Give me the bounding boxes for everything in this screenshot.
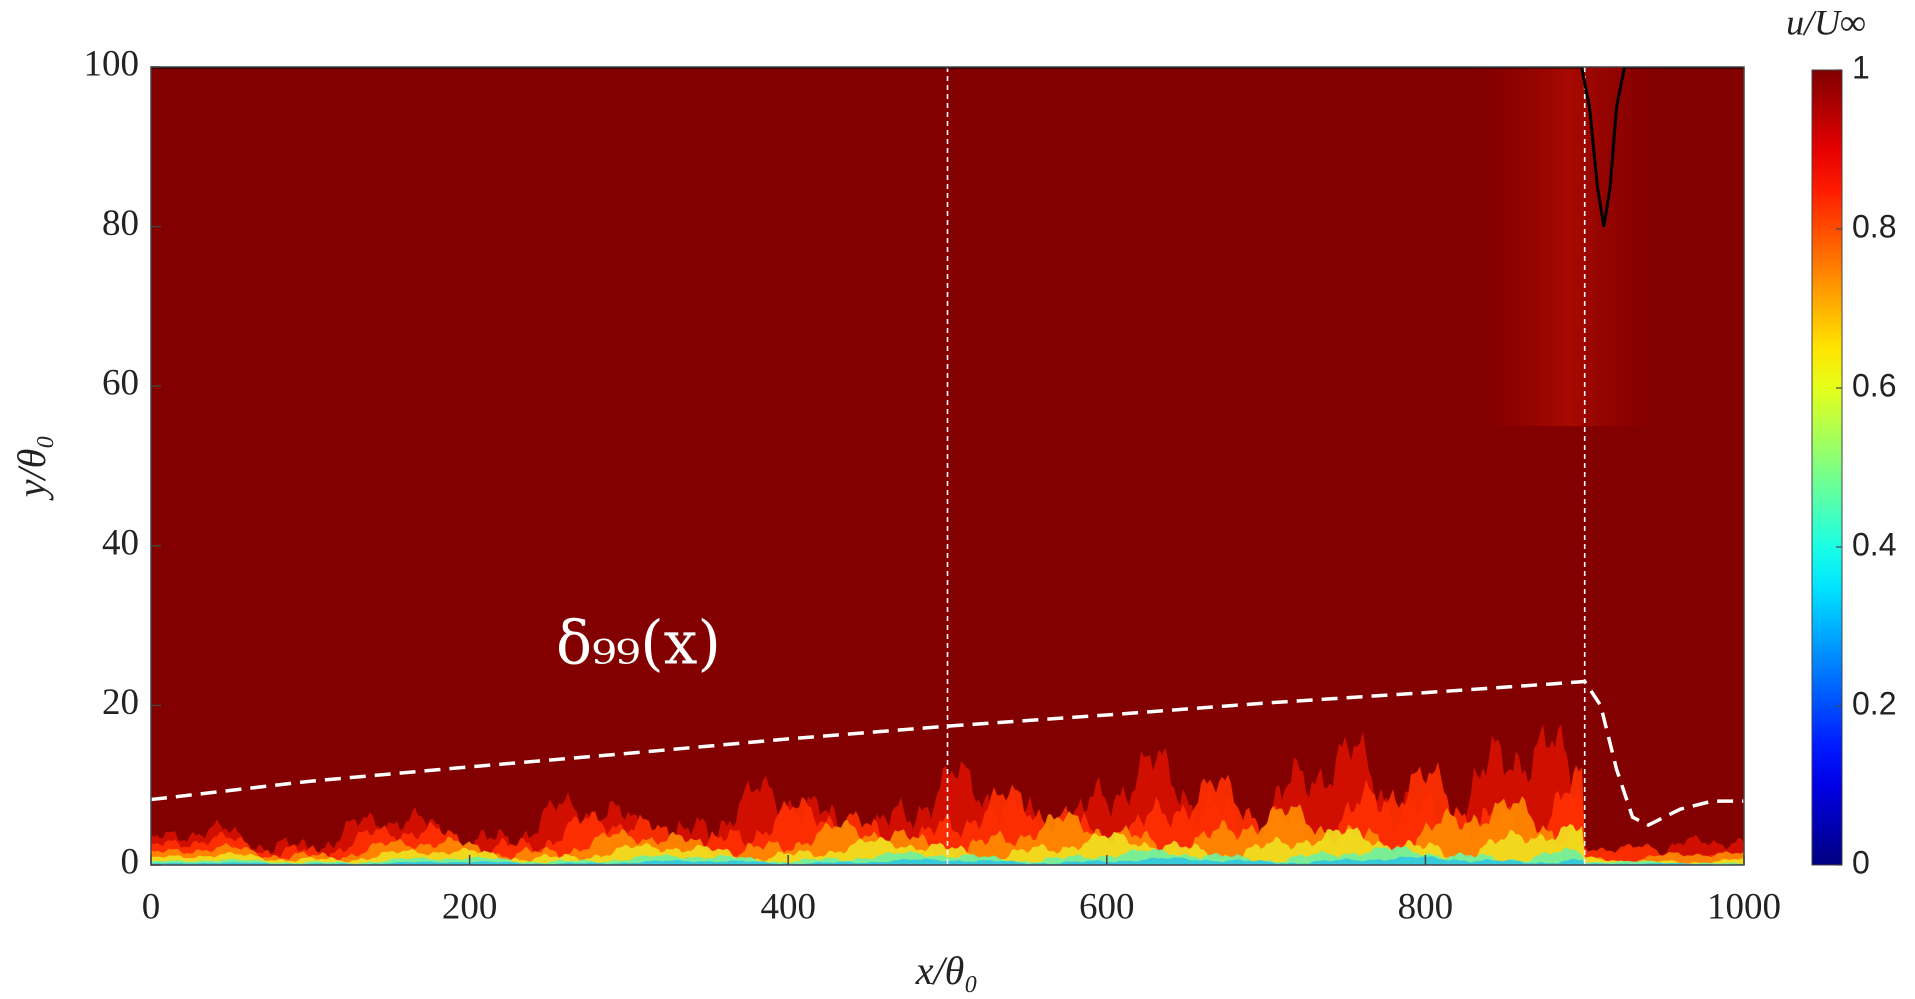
y-tick-label: 0	[121, 841, 140, 882]
y-tick-label: 20	[102, 682, 139, 723]
x-tick-label: 400	[760, 886, 816, 927]
wake-region	[1473, 67, 1665, 427]
colorbar-tick-label: 0	[1852, 844, 1870, 880]
colorbar	[1811, 69, 1843, 866]
axes-box	[150, 66, 1745, 866]
y-tick-label: 40	[102, 522, 139, 563]
colorbar-tick-label: 0.6	[1852, 367, 1896, 403]
colorbar-label: u/U∞	[1786, 2, 1866, 42]
colorbar-tick-label: 0.2	[1852, 685, 1896, 721]
y-tick-label: 60	[102, 363, 139, 404]
x-tick-label: 0	[142, 886, 161, 927]
profile-line	[151, 67, 1744, 227]
y-tick-label: 100	[84, 43, 140, 84]
velocity-field	[151, 67, 1744, 865]
y-axis-label: y/θ₀	[9, 435, 54, 501]
x-tick-label: 800	[1398, 886, 1454, 927]
annotation: δ₉₉(x)	[556, 609, 721, 679]
colorbar-tick-label: 1	[1852, 49, 1870, 85]
colorbar-tick-label: 0.8	[1852, 208, 1896, 244]
x-axis-label: x/θ₀	[915, 948, 978, 993]
turbulence-layer	[151, 856, 1744, 865]
y-tick-label: 80	[102, 203, 139, 244]
x-tick-label: 600	[1079, 886, 1135, 927]
x-tick-label: 200	[442, 886, 498, 927]
x-tick-label: 1000	[1707, 886, 1781, 927]
colorbar-tick-label: 0.4	[1852, 526, 1896, 562]
delta99-line	[151, 679, 1744, 828]
